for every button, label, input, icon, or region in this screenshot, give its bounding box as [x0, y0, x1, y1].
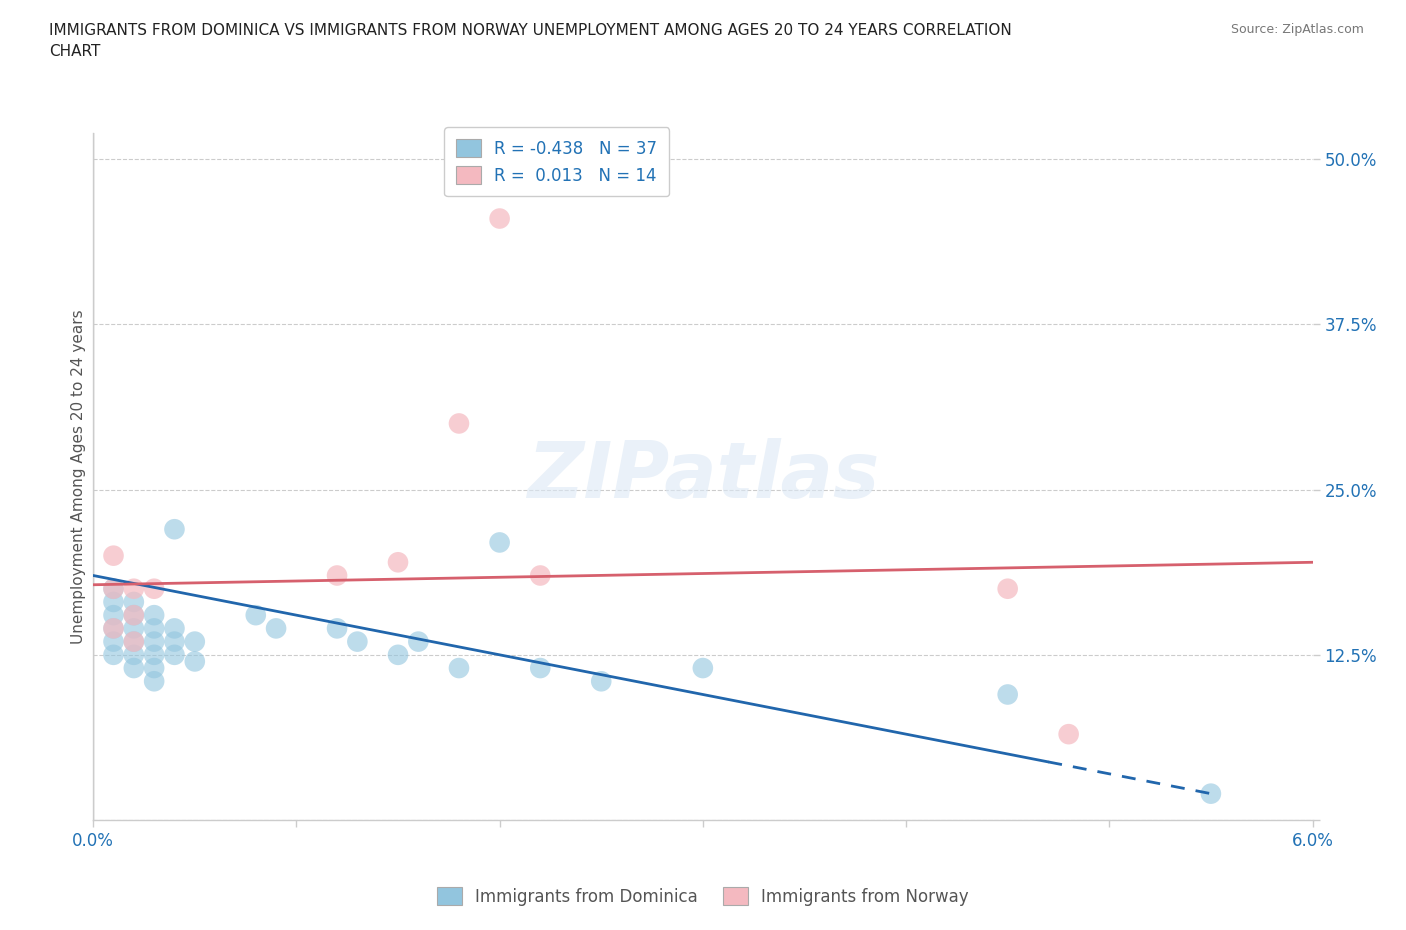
Point — [103, 621, 125, 636]
Point — [591, 674, 613, 689]
Legend: Immigrants from Dominica, Immigrants from Norway: Immigrants from Dominica, Immigrants fro… — [430, 881, 976, 912]
Point — [143, 621, 166, 636]
Point — [326, 568, 349, 583]
Point — [143, 674, 166, 689]
Point — [1057, 726, 1080, 741]
Point — [103, 594, 125, 609]
Point — [122, 634, 145, 649]
Point — [488, 535, 510, 550]
Text: IMMIGRANTS FROM DOMINICA VS IMMIGRANTS FROM NORWAY UNEMPLOYMENT AMONG AGES 20 TO: IMMIGRANTS FROM DOMINICA VS IMMIGRANTS F… — [49, 23, 1012, 60]
Point — [103, 548, 125, 563]
Legend: R = -0.438   N = 37, R =  0.013   N = 14: R = -0.438 N = 37, R = 0.013 N = 14 — [444, 127, 669, 196]
Point — [103, 634, 125, 649]
Point — [163, 634, 186, 649]
Point — [163, 522, 186, 537]
Point — [122, 634, 145, 649]
Point — [143, 647, 166, 662]
Point — [122, 594, 145, 609]
Point — [103, 607, 125, 622]
Point — [692, 660, 714, 675]
Point — [529, 568, 551, 583]
Point — [103, 621, 125, 636]
Point — [264, 621, 287, 636]
Point — [122, 621, 145, 636]
Point — [122, 607, 145, 622]
Point — [997, 581, 1019, 596]
Point — [122, 581, 145, 596]
Point — [387, 555, 409, 570]
Point — [103, 581, 125, 596]
Point — [143, 581, 166, 596]
Text: ZIPatlas: ZIPatlas — [527, 438, 879, 514]
Point — [488, 211, 510, 226]
Point — [326, 621, 349, 636]
Point — [143, 607, 166, 622]
Point — [163, 621, 186, 636]
Point — [447, 416, 470, 431]
Point — [143, 634, 166, 649]
Point — [529, 660, 551, 675]
Point — [103, 647, 125, 662]
Point — [184, 654, 207, 669]
Point — [184, 634, 207, 649]
Point — [387, 647, 409, 662]
Point — [447, 660, 470, 675]
Point — [346, 634, 368, 649]
Point — [103, 581, 125, 596]
Point — [122, 660, 145, 675]
Text: Source: ZipAtlas.com: Source: ZipAtlas.com — [1230, 23, 1364, 36]
Point — [1199, 786, 1222, 801]
Y-axis label: Unemployment Among Ages 20 to 24 years: Unemployment Among Ages 20 to 24 years — [72, 309, 86, 644]
Point — [408, 634, 430, 649]
Point — [122, 647, 145, 662]
Point — [245, 607, 267, 622]
Point — [143, 660, 166, 675]
Point — [997, 687, 1019, 702]
Point — [163, 647, 186, 662]
Point — [122, 607, 145, 622]
